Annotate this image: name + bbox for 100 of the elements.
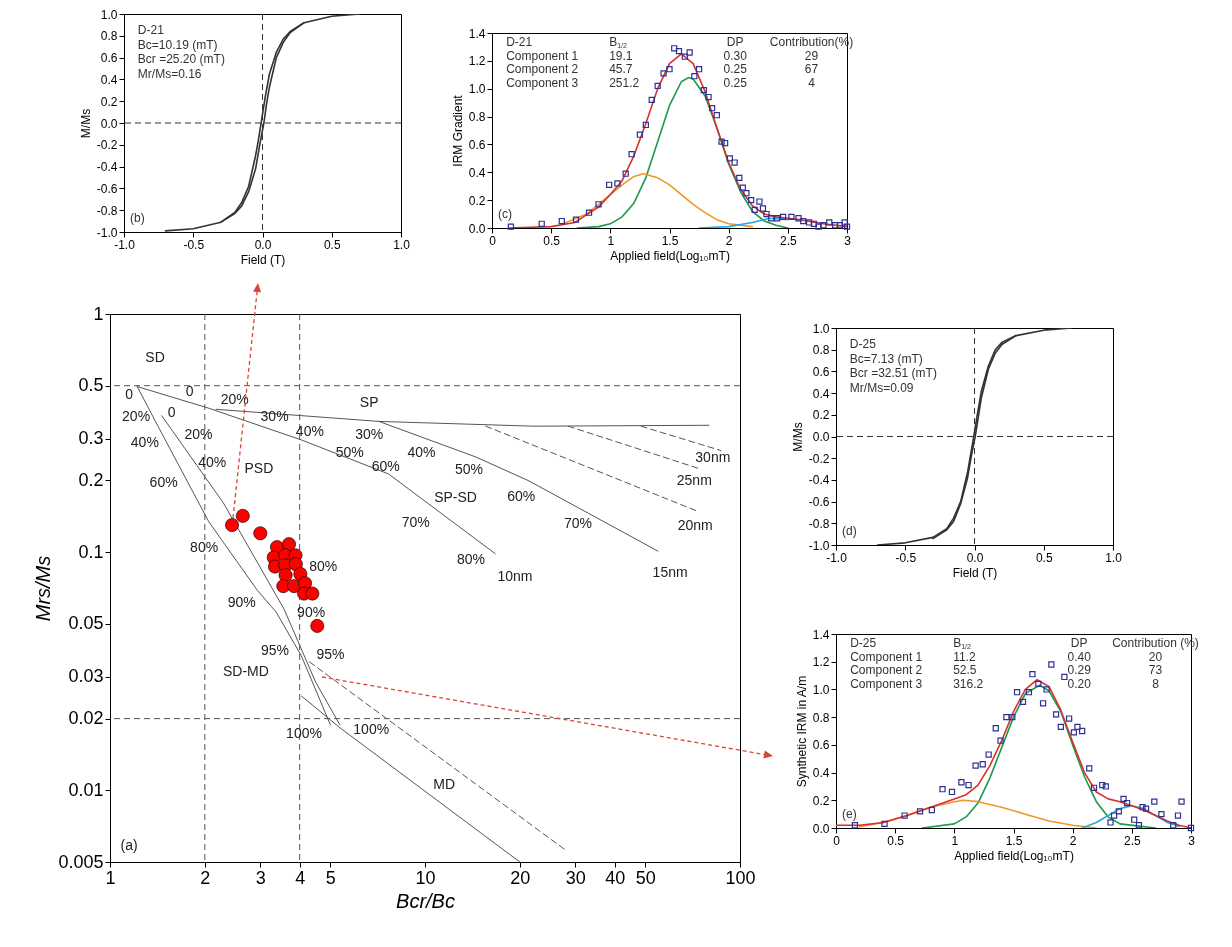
annotation: 20% — [184, 425, 213, 442]
annotation: (d) — [842, 524, 857, 538]
annotation: Component 3 — [506, 75, 579, 90]
annotation: 0.20 — [1067, 676, 1092, 691]
y-tick-label: -1.0 — [808, 538, 830, 553]
x-tick-label: 0 — [489, 233, 497, 248]
annotation: 95% — [260, 641, 289, 658]
y-tick-label: 0.8 — [100, 29, 118, 44]
annotation: Component 2 — [850, 663, 923, 677]
annotation: 19.1 — [609, 48, 633, 63]
y-tick-label: 0.2 — [77, 469, 103, 490]
x-tick-label: 20 — [509, 867, 530, 888]
annotation: 100% — [352, 720, 389, 737]
y-axis-title: IRM Gradient — [450, 94, 465, 167]
y-tick-label: 0.0 — [812, 821, 830, 836]
y-axis-title: M/Ms — [78, 108, 93, 139]
annotation: 251.2 — [609, 75, 640, 90]
y-tick-label: 0.6 — [100, 51, 118, 66]
annotation: 8 — [1152, 676, 1160, 691]
y-tick-label: 0.4 — [812, 766, 830, 781]
annotation: 70% — [563, 514, 592, 531]
y-tick-label: 0.02 — [67, 707, 103, 728]
annotation: 0 — [167, 403, 176, 420]
x-tick-label: 0.5 — [543, 233, 561, 248]
annotation: 90% — [227, 593, 256, 610]
y-tick-label: 0.0 — [468, 221, 486, 236]
y-tick-label: 0.4 — [468, 165, 486, 180]
x-axis-title: Field (T) — [240, 252, 286, 267]
annotation: SD — [144, 348, 165, 365]
y-tick-label: 0.2 — [812, 408, 830, 423]
annotation: 70% — [401, 514, 430, 531]
annotation: 40% — [130, 433, 159, 450]
x-tick-label: 3 — [255, 867, 266, 888]
annotation: 80% — [308, 557, 337, 574]
annotation: Component 1 — [850, 649, 923, 664]
annotation: Mr/Ms=0.16 — [137, 66, 202, 81]
annotation: 0.30 — [723, 48, 748, 63]
y-tick-label: 0.005 — [57, 851, 103, 872]
y-tick-label: 1.4 — [812, 627, 830, 642]
annotation: 100% — [285, 724, 322, 741]
x-tick-label: 0.0 — [966, 550, 984, 565]
y-tick-label: -0.6 — [808, 495, 830, 510]
y-tick-label: 0.4 — [100, 72, 118, 87]
y-tick-label: 1.4 — [468, 26, 486, 41]
x-tick-label: 0.0 — [254, 237, 272, 252]
annotation: 316.2 — [953, 676, 984, 691]
annotation: 11.2 — [953, 649, 976, 664]
annotation: 95% — [315, 645, 344, 662]
annotation: DP — [1070, 636, 1088, 650]
y-tick-label: 1.2 — [468, 54, 486, 69]
annotation: Bc=10.19 (mT) — [137, 37, 218, 52]
y-tick-label: 0.8 — [812, 710, 830, 725]
annotation: 0 — [124, 385, 133, 402]
y-tick-label: 0.2 — [812, 793, 830, 808]
x-tick-label: 2.5 — [1123, 833, 1141, 848]
y-tick-label: -0.8 — [808, 516, 830, 531]
annotation: D-25 — [849, 337, 877, 351]
annotation: 80% — [189, 538, 218, 555]
x-tick-label: 1.5 — [1005, 833, 1023, 848]
y-tick-label: 0.5 — [77, 374, 103, 395]
x-tick-label: 1.5 — [661, 233, 679, 248]
annotation: 0 — [185, 382, 194, 399]
y-tick-label: 0.6 — [468, 137, 486, 152]
y-axis-title: Mrs/Ms — [31, 555, 54, 621]
y-tick-label: -0.4 — [96, 160, 118, 175]
annotation: 25nm — [676, 471, 712, 488]
annotation: Bcr =32.51 (mT) — [849, 366, 937, 380]
annotation: 0.25 — [723, 75, 748, 90]
annotation: 15nm — [652, 564, 688, 581]
annotation: 20% — [220, 390, 249, 407]
annotation: 60% — [506, 487, 535, 504]
annotation: (b) — [130, 211, 145, 225]
x-tick-label: 4 — [294, 867, 305, 888]
y-tick-label: 1.0 — [100, 7, 118, 22]
annotation: PSD — [244, 459, 273, 476]
y-axis-title: Synthetic IRM in A/m — [794, 675, 809, 788]
x-tick-label: 3 — [1188, 833, 1196, 848]
y-tick-label: 0.2 — [100, 94, 118, 109]
annotation: 52.5 — [953, 663, 977, 677]
y-tick-label: 1 — [92, 303, 103, 324]
annotation: 0.40 — [1067, 649, 1092, 664]
y-tick-label: 1.0 — [812, 321, 830, 336]
y-tick-label: -0.6 — [96, 181, 118, 196]
x-tick-label: 3 — [844, 233, 852, 248]
annotation: 20 — [1148, 649, 1163, 664]
annotation: 30nm — [694, 448, 730, 465]
y-tick-label: 0.01 — [67, 779, 103, 800]
y-axis-title: M/Ms — [790, 422, 805, 452]
y-tick-label: 0.8 — [468, 110, 486, 125]
x-tick-label: 0.5 — [887, 833, 905, 848]
y-tick-label: -0.2 — [96, 138, 118, 153]
y-tick-label: 1.0 — [812, 682, 830, 697]
y-tick-label: 1.0 — [468, 82, 486, 97]
annotation: Bcr =25.20 (mT) — [137, 52, 225, 66]
annotation: Mr/Ms=0.09 — [849, 380, 914, 395]
annotation: (a) — [120, 836, 138, 853]
annotation: Bc=7.13 (mT) — [849, 351, 923, 366]
annotation: 0.25 — [723, 62, 748, 76]
annotation: Component 3 — [850, 676, 923, 691]
y-tick-label: 0.6 — [812, 738, 830, 753]
